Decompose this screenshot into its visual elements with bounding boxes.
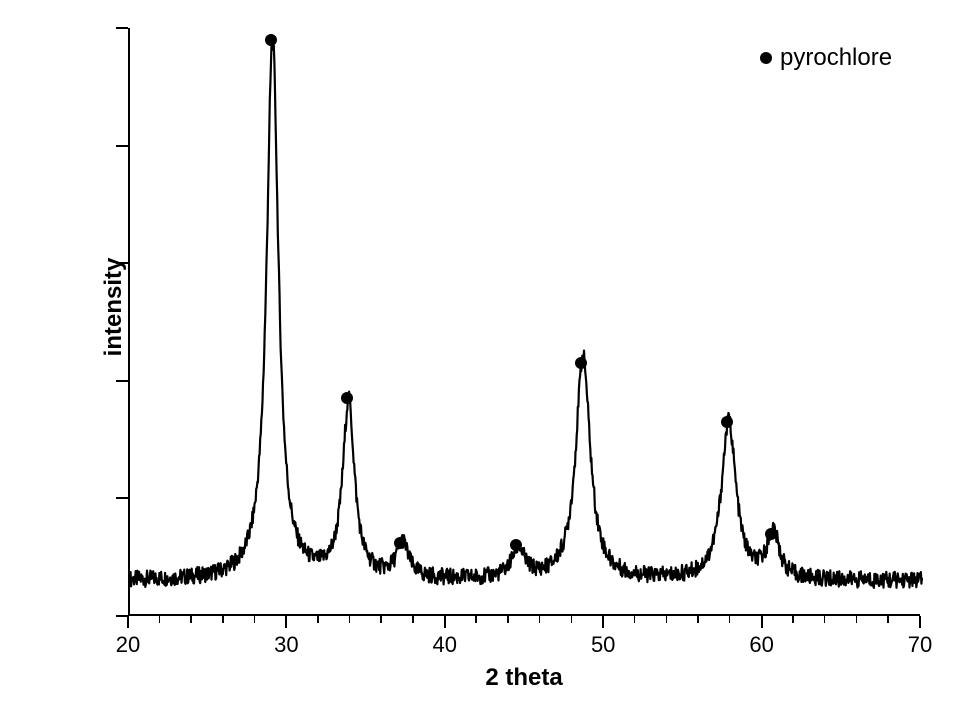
xrd-figure: intensity 2 theta pyrochlore 20 30 40 50 60 7… — [0, 0, 959, 719]
y-tick-major — [116, 145, 128, 147]
x-tick-major — [285, 616, 287, 628]
x-tick-minor — [792, 616, 794, 623]
peak-marker-icon — [265, 34, 277, 46]
legend: pyrochlore — [760, 44, 892, 72]
xrd-trace-path — [130, 36, 922, 588]
peak-marker-icon — [765, 528, 777, 540]
x-tick-minor — [507, 616, 509, 623]
y-tick-major — [116, 262, 128, 264]
plot-area — [128, 28, 920, 616]
peak-marker-icon — [721, 416, 733, 428]
x-tick-minor — [317, 616, 319, 623]
xrd-trace — [130, 28, 922, 616]
x-tick-minor — [412, 616, 414, 623]
x-tick-minor — [666, 616, 668, 623]
x-tick-minor — [539, 616, 541, 623]
y-tick-major — [116, 27, 128, 29]
x-tick-label: 30 — [274, 632, 298, 658]
peak-marker-icon — [510, 539, 522, 551]
y-tick-major — [116, 497, 128, 499]
x-tick-minor — [729, 616, 731, 623]
peak-marker-icon — [575, 357, 587, 369]
x-tick-minor — [634, 616, 636, 623]
x-tick-minor — [380, 616, 382, 623]
x-tick-major — [919, 616, 921, 628]
legend-marker-icon — [760, 52, 772, 64]
peak-marker-icon — [341, 392, 353, 404]
x-tick-minor — [349, 616, 351, 623]
x-tick-minor — [190, 616, 192, 623]
x-tick-minor — [824, 616, 826, 623]
x-tick-label: 70 — [908, 632, 932, 658]
y-tick-major — [116, 615, 128, 617]
x-axis-label: 2 theta — [464, 664, 584, 692]
y-tick-major — [116, 380, 128, 382]
x-tick-minor — [887, 616, 889, 623]
x-tick-major — [444, 616, 446, 628]
x-tick-label: 50 — [591, 632, 615, 658]
x-tick-minor — [222, 616, 224, 623]
x-tick-minor — [571, 616, 573, 623]
x-tick-label: 20 — [116, 632, 140, 658]
x-tick-minor — [475, 616, 477, 623]
x-tick-minor — [856, 616, 858, 623]
x-tick-minor — [159, 616, 161, 623]
x-tick-major — [602, 616, 604, 628]
legend-label: pyrochlore — [780, 44, 892, 72]
x-tick-label: 40 — [433, 632, 457, 658]
x-tick-major — [761, 616, 763, 628]
x-tick-minor — [254, 616, 256, 623]
x-tick-label: 60 — [749, 632, 773, 658]
peak-marker-icon — [394, 537, 406, 549]
x-tick-minor — [697, 616, 699, 623]
y-axis-label: intensity — [100, 237, 128, 377]
x-tick-major — [127, 616, 129, 628]
